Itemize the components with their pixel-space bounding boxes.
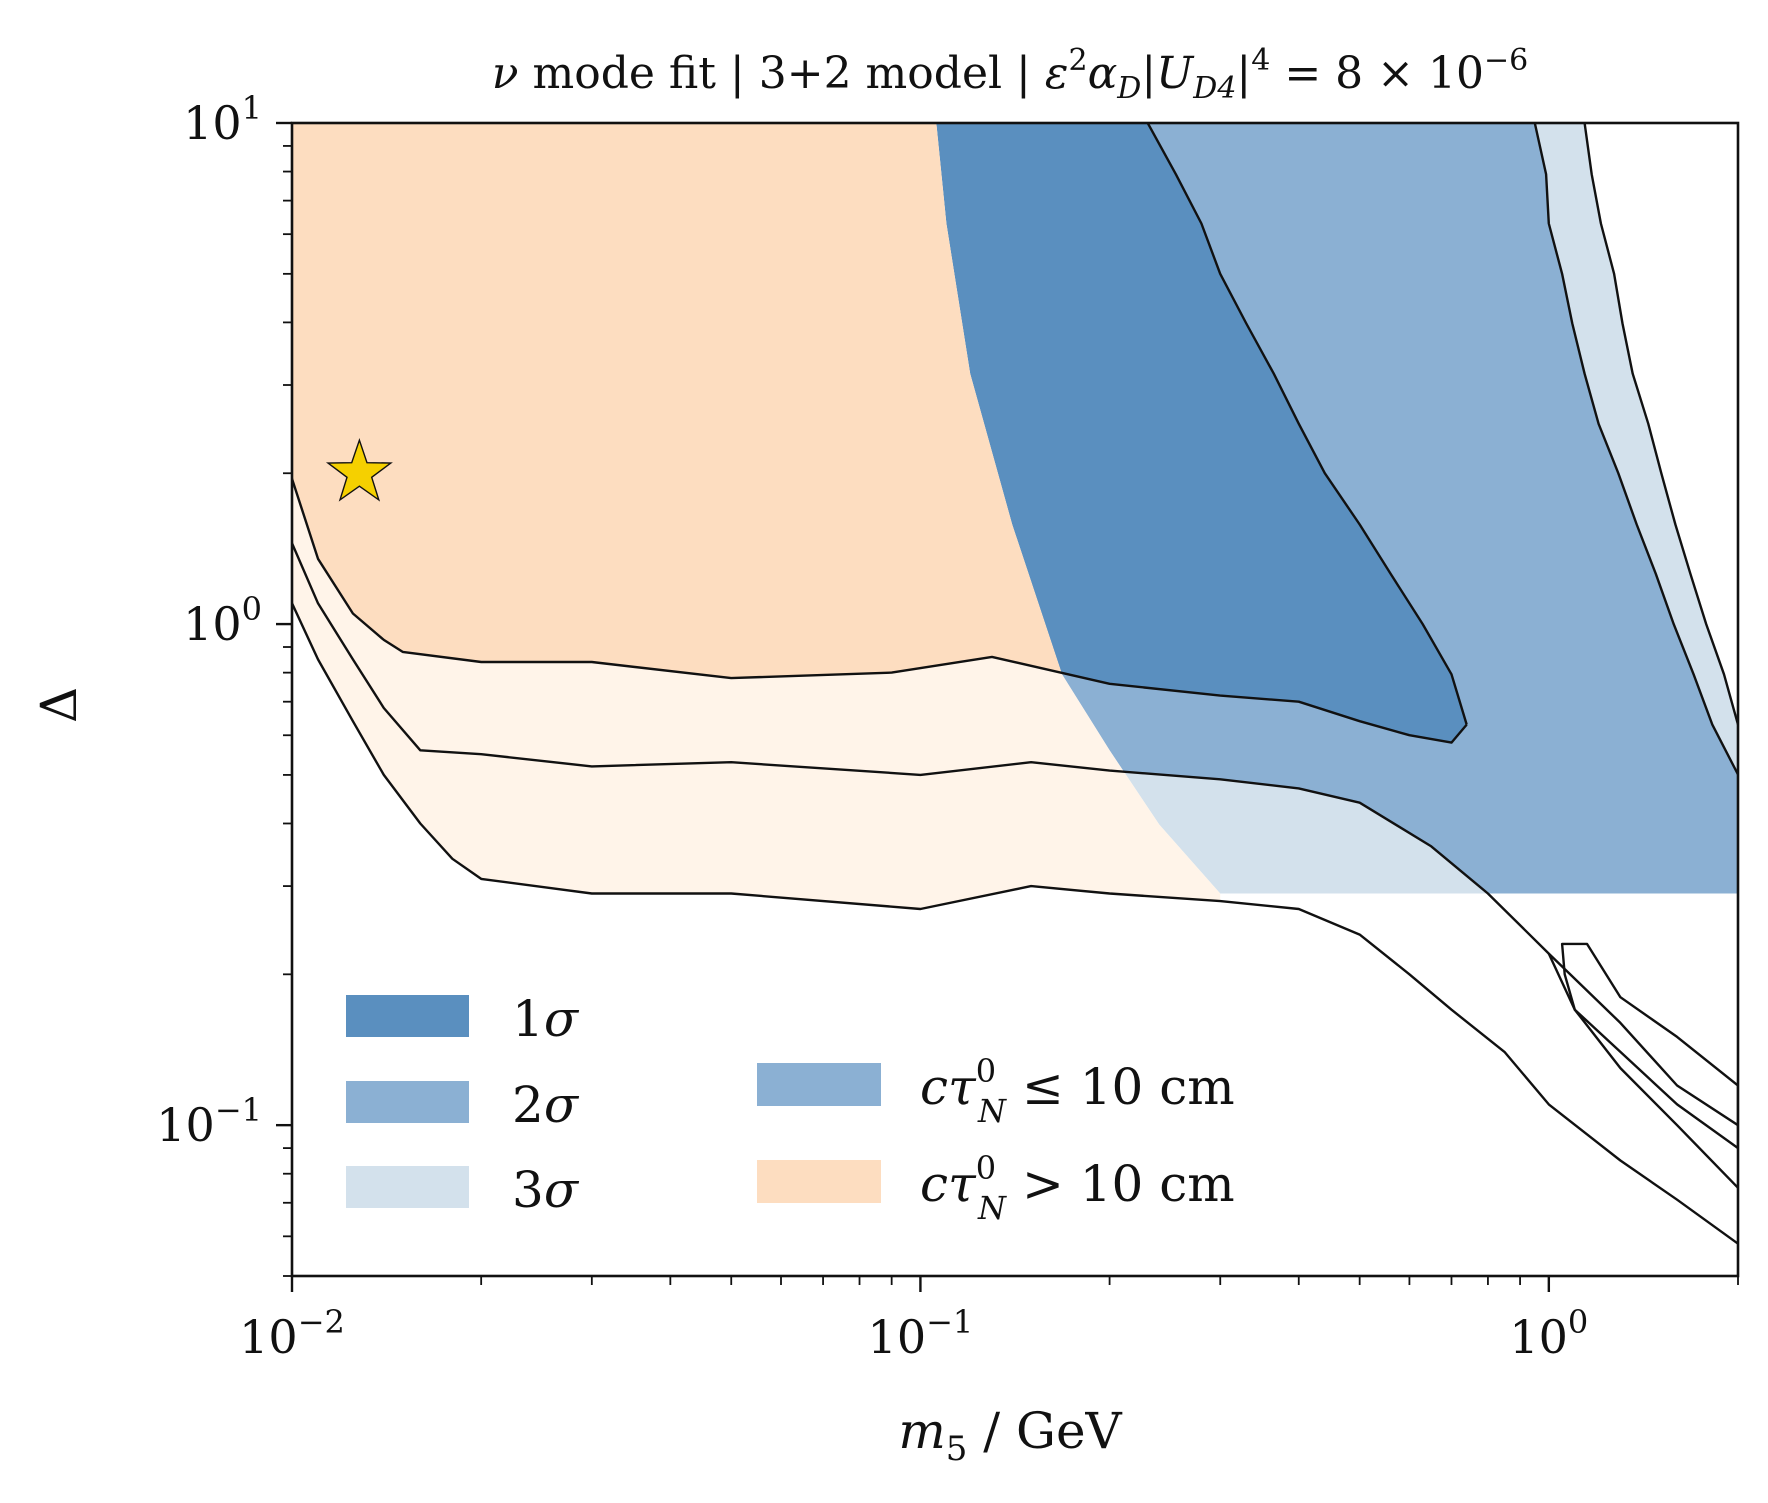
x-tick-label: 10−2	[239, 1303, 345, 1364]
legend-label-long-lived: cτ0 N > 10 cm	[920, 1149, 1235, 1227]
legend-swatch-1sigma	[346, 995, 469, 1037]
sigma1-lower-contour	[292, 478, 1468, 744]
y-tick-label: 101	[183, 89, 262, 150]
legend: 1σ 2σ 3σ cτ0 N ≤ 10 cm cτ0 N > 10 cm	[346, 990, 1235, 1227]
plot-area	[292, 123, 1738, 1245]
x-tick-label: 100	[1509, 1303, 1588, 1364]
legend-label-short-lived: cτ0 N ≤ 10 cm	[920, 1052, 1235, 1130]
sigma3-upper-contour	[1583, 123, 1738, 725]
legend-swatch-2sigma	[346, 1081, 469, 1123]
y-tick-label: 10−1	[156, 1091, 262, 1152]
legend-label-3sigma: 3σ	[512, 1161, 580, 1219]
chart-title: ν mode fit | 3+2 model | ε2αD|UD4|4 = 8 …	[492, 43, 1528, 106]
sigma1-island-contour	[1560, 942, 1738, 1150]
sigma2-island-contour	[1547, 953, 1738, 1189]
legend-label-1sigma: 1σ	[512, 990, 580, 1048]
sigma3-lower-contour	[292, 602, 1738, 1245]
plot-frame	[290, 121, 1740, 1278]
sigma1-region	[936, 123, 1467, 743]
legend-swatch-3sigma	[346, 1166, 469, 1208]
sigma1-upper-contour	[1146, 123, 1468, 725]
sigma2-upper-contour	[1533, 123, 1738, 776]
legend-swatch-short-lived	[757, 1063, 881, 1106]
sigma1-island-region	[1562, 943, 1738, 1149]
x-tick-label: 10−1	[868, 1303, 974, 1364]
x-axis-label: m5 / GeV	[898, 1402, 1122, 1469]
y-axis: 10−1 100 101	[156, 89, 292, 1277]
y-axis-label: Δ	[30, 687, 88, 723]
y-tick-label: 100	[183, 590, 262, 651]
legend-label-2sigma: 2σ	[512, 1076, 580, 1134]
x-axis: 10−2 10−1 100	[239, 1276, 1739, 1364]
best-fit-star-icon	[325, 438, 393, 502]
legend-swatch-long-lived	[757, 1160, 881, 1203]
sigma2-lower-contour	[292, 542, 1738, 1127]
